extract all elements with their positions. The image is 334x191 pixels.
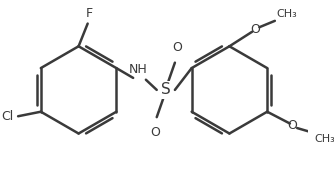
Text: O: O: [288, 119, 298, 132]
Text: S: S: [161, 82, 171, 97]
Text: O: O: [150, 126, 160, 139]
Text: O: O: [250, 23, 260, 36]
Text: O: O: [172, 40, 182, 53]
Text: NH: NH: [129, 63, 148, 76]
Text: CH₃: CH₃: [314, 134, 334, 144]
Text: CH₃: CH₃: [277, 9, 297, 19]
Text: F: F: [86, 7, 93, 20]
Text: Cl: Cl: [1, 110, 14, 123]
